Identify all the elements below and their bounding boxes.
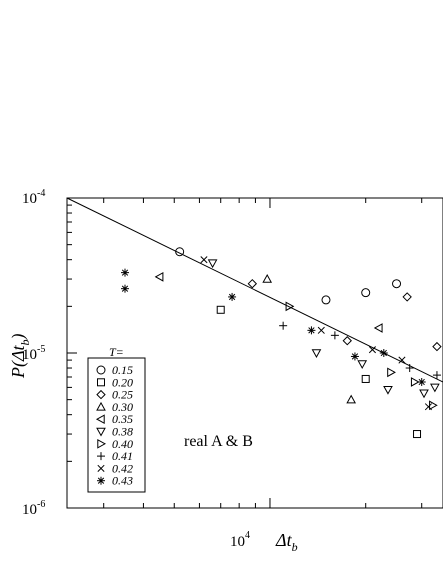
legend-marker [97, 476, 105, 485]
data-point [392, 279, 402, 289]
legend-label: 0.42 [112, 461, 133, 475]
legend-marker [97, 378, 105, 387]
legend-label: 0.43 [112, 474, 133, 488]
legend-marker [97, 452, 105, 461]
data-point [321, 295, 331, 305]
data-point [430, 383, 440, 393]
y-tick-label: 10-4 [22, 188, 45, 207]
data-point [154, 271, 164, 282]
legend: T= 0.150.200.250.300.350.380.400.410.420… [87, 345, 146, 493]
legend-marker [97, 438, 107, 449]
legend-label: 0.30 [112, 400, 133, 414]
legend-box [87, 357, 146, 493]
legend-label: 0.41 [112, 449, 133, 463]
data-point [398, 356, 406, 364]
legend-title: T= [109, 345, 124, 359]
x-axis-label: Δtb [275, 530, 298, 554]
data-point [175, 247, 185, 257]
data-point [216, 305, 225, 314]
data-point [342, 336, 352, 346]
legend-marker [96, 365, 106, 375]
data-point [387, 367, 396, 378]
legend-marker [96, 427, 106, 437]
legend-marker [96, 389, 106, 400]
data-markers [120, 247, 442, 439]
data-point [207, 259, 218, 269]
data-point [350, 352, 359, 361]
data-point [330, 331, 339, 340]
data-point [357, 360, 368, 369]
data-point [432, 371, 441, 380]
data-point [413, 430, 422, 439]
data-point [368, 346, 377, 354]
data-point [346, 394, 357, 404]
y-axis-label: P(Δtb) [8, 333, 32, 379]
y-tick-marks [67, 197, 77, 509]
x-tick-label: 104 [230, 530, 250, 550]
data-point [247, 278, 258, 289]
legend-label: 0.38 [112, 425, 133, 439]
data-point [432, 341, 442, 352]
data-point [120, 284, 129, 293]
data-point [311, 349, 322, 359]
data-point [228, 292, 237, 301]
y-tick-label: 10-5 [22, 344, 45, 363]
legend-marker [96, 401, 106, 411]
data-point [120, 268, 129, 277]
fit-line [66, 197, 443, 383]
legend-label: 0.40 [112, 437, 133, 451]
data-point [379, 349, 388, 357]
data-point [424, 403, 433, 411]
data-point [405, 364, 414, 373]
data-point [410, 377, 420, 387]
y-tick-label: 10-6 [22, 499, 45, 518]
annotation: real A & B [184, 433, 253, 450]
legend-label: 0.25 [112, 388, 133, 402]
data-point [373, 323, 383, 333]
data-point [429, 400, 438, 411]
data-point [317, 326, 325, 334]
data-point [417, 377, 426, 386]
data-point [262, 274, 273, 283]
data-point [402, 292, 412, 302]
data-point [307, 326, 316, 335]
data-point [383, 385, 393, 395]
legend-label: 0.15 [112, 363, 133, 377]
data-point [419, 389, 429, 399]
legend-marker [97, 464, 105, 472]
legend-label: 0.35 [112, 412, 133, 426]
data-point [279, 321, 288, 330]
data-point [361, 288, 371, 298]
legend-marker [95, 414, 105, 425]
x-tick-marks [103, 198, 423, 508]
legend-entries: 0.150.200.250.300.350.380.400.410.420.43 [95, 363, 133, 488]
data-point [285, 301, 295, 312]
legend-label: 0.20 [112, 375, 133, 389]
data-point [200, 256, 208, 264]
data-point [361, 374, 370, 383]
